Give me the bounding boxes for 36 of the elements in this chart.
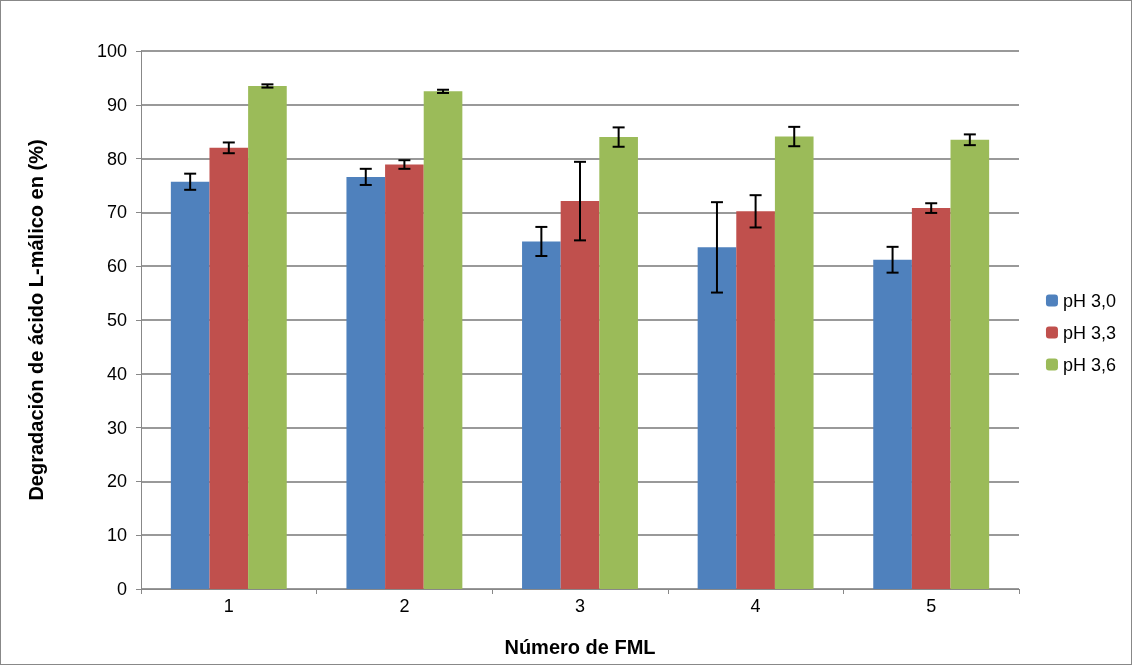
bar — [170, 181, 210, 589]
y-axis-title: Degradación de ácido L-málico en (%) — [25, 139, 47, 501]
bar — [385, 164, 424, 589]
legend-label: pH 3,6 — [1062, 354, 1117, 375]
y-tick-label: 0 — [116, 579, 127, 599]
y-tick-label: 50 — [106, 310, 127, 330]
x-tick-label: 2 — [399, 596, 410, 616]
legend-label: pH 3,0 — [1062, 290, 1117, 311]
bar — [873, 259, 912, 589]
bar — [209, 147, 249, 589]
bar — [950, 139, 990, 589]
y-tick-label: 30 — [106, 417, 127, 438]
y-tick-label: 40 — [106, 363, 127, 384]
y-tick-label: 70 — [106, 202, 127, 223]
x-tick-label: 4 — [750, 596, 761, 616]
x-axis-title: Número de FML — [504, 636, 656, 658]
bar — [599, 137, 638, 589]
bar — [522, 241, 561, 589]
x-tick-label: 1 — [223, 596, 234, 616]
bar — [911, 208, 951, 589]
y-tick-label: 60 — [106, 256, 127, 277]
bar — [423, 91, 463, 589]
bar — [697, 247, 737, 589]
x-tick-label: 3 — [574, 596, 586, 616]
bar — [774, 136, 814, 589]
bar — [248, 85, 287, 589]
legend-label: pH 3,3 — [1062, 322, 1117, 343]
bar — [346, 176, 386, 589]
y-tick-label: 20 — [106, 471, 127, 492]
bar — [560, 201, 600, 589]
y-tick-label: 10 — [106, 525, 127, 546]
y-tick-label: 100 — [96, 41, 127, 61]
x-tick-label: 5 — [926, 596, 937, 616]
y-tick-label: 80 — [106, 148, 127, 169]
bar — [736, 211, 775, 589]
y-tick-label: 90 — [106, 94, 127, 115]
